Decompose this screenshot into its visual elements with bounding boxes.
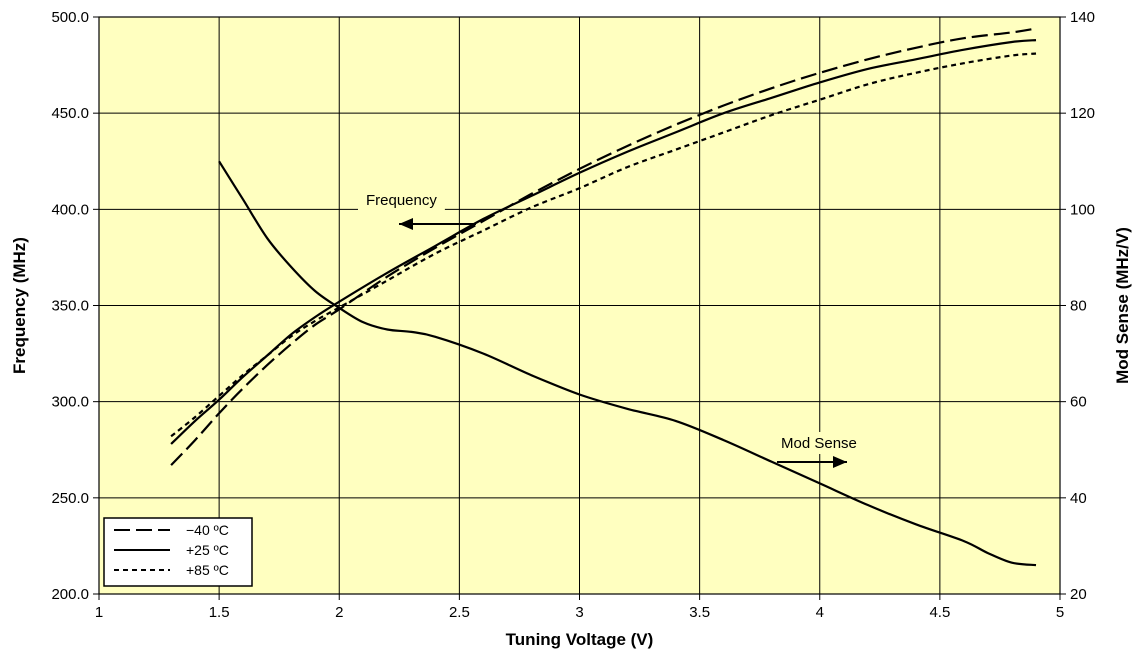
x-tick-label: 2.5 — [449, 604, 470, 621]
y2-tick-label: 120 — [1070, 105, 1095, 122]
left-arrow-icon — [399, 218, 476, 230]
legend: −40 ºC +25 ºC +85 ºC — [103, 517, 253, 587]
y-tick-label: 400.0 — [51, 201, 89, 218]
x-tick-label: 5 — [1056, 604, 1064, 621]
y-tick-label: 350.0 — [51, 298, 89, 315]
x-tick-label: 3 — [575, 604, 583, 621]
y-axis-title: Frequency (MHz) — [10, 237, 29, 374]
right-arrow-icon — [777, 456, 847, 468]
y-tick-label: 250.0 — [51, 490, 89, 507]
x-tick-label: 2 — [335, 604, 343, 621]
x-tick-label: 3.5 — [689, 604, 710, 621]
x-axis-title: Tuning Voltage (V) — [506, 630, 654, 649]
arrow-head — [399, 218, 413, 230]
y-tick-label: 300.0 — [51, 394, 89, 411]
x-tick-label: 4 — [816, 604, 824, 621]
y2-tick-label: 60 — [1070, 394, 1087, 411]
x-tick-label: 4.5 — [929, 604, 950, 621]
y2-tick-label: 100 — [1070, 201, 1095, 218]
y2-tick-label: 20 — [1070, 586, 1087, 603]
legend-label: +25 ºC — [186, 542, 229, 558]
legend-box — [103, 517, 253, 587]
mod-sense-annotation: Mod Sense — [773, 432, 865, 468]
series-layer — [170, 27, 1037, 567]
legend-item: −40 ºC — [114, 522, 229, 538]
y2-tick-label: 80 — [1070, 298, 1087, 315]
y-tick-label: 500.0 — [51, 9, 89, 26]
legend-item: +85 ºC — [114, 562, 229, 578]
x-tick-label: 1.5 — [209, 604, 230, 621]
mod-sense-annotation-background — [773, 432, 865, 454]
mod-sense-annotation-label: Mod Sense — [781, 435, 857, 452]
y2-tick-label: 140 — [1070, 9, 1095, 26]
y2-axis-title: Mod Sense (MHz/V) — [1113, 227, 1132, 384]
frequency-annotation-label: Frequency — [366, 192, 437, 209]
legend-item: +25 ºC — [114, 542, 229, 558]
legend-label: −40 ºC — [186, 522, 229, 538]
frequency-annotation: Frequency — [358, 189, 476, 230]
y-tick-label: 450.0 — [51, 105, 89, 122]
y2-tick-label: 40 — [1070, 490, 1087, 507]
y-tick-label: 200.0 — [51, 586, 89, 603]
ticks: 1 1.5 2 2.5 3 3.5 4 4.5 5 200.0 250.0 300.0 350.0 400… — [51, 9, 1095, 621]
arrow-head — [833, 456, 847, 468]
frequency-annotation-background — [358, 189, 445, 211]
series-line-3 — [218, 160, 1037, 567]
series-line-0 — [170, 27, 1037, 466]
series-line-1 — [170, 39, 1037, 445]
legend-label: +85 ºC — [186, 562, 229, 578]
series-line-2 — [170, 52, 1037, 438]
x-tick-label: 1 — [95, 604, 103, 621]
